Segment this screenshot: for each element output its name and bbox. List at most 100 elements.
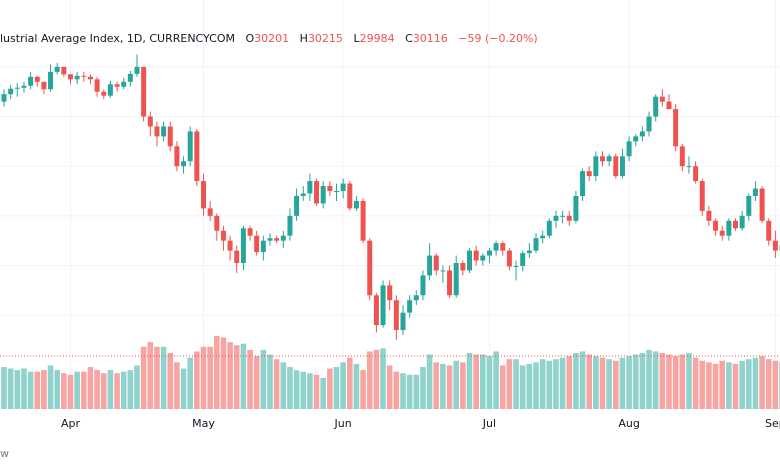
volume-bar: [586, 355, 592, 409]
volume-bar: [380, 348, 386, 409]
candle-body: [48, 72, 53, 89]
volume-bar: [600, 358, 606, 409]
candle: [88, 74, 93, 84]
volume-bar: [646, 350, 652, 409]
candle-body: [540, 236, 545, 238]
volume-bar: [114, 373, 120, 409]
candle-body: [593, 156, 598, 176]
volume-bar: [334, 367, 340, 409]
grid-layer: [0, 0, 780, 412]
volume-bar: [267, 355, 273, 409]
candle-body: [174, 146, 179, 166]
candle-body: [640, 131, 645, 136]
candle-body: [334, 191, 339, 192]
candle: [287, 208, 292, 240]
candle-body: [580, 171, 585, 196]
volume-bar: [241, 344, 247, 409]
candle-layer: [2, 54, 780, 339]
volume-bar: [221, 337, 227, 409]
candle: [115, 82, 120, 92]
volume-bar: [68, 375, 74, 409]
candle: [467, 248, 472, 273]
candle: [68, 74, 73, 84]
candle: [181, 156, 186, 173]
candle-body: [168, 126, 173, 146]
candle-body: [354, 201, 359, 208]
volume-bar: [527, 364, 533, 409]
candle-body: [21, 86, 26, 88]
candle-body: [553, 216, 558, 221]
candle-body: [487, 251, 492, 256]
ohlc-open: O30201: [238, 32, 289, 45]
volume-bar: [746, 359, 752, 409]
candle-body: [427, 256, 432, 276]
volume-bar: [699, 361, 705, 409]
candle-body: [287, 216, 292, 236]
candle-body: [647, 117, 652, 132]
candle: [720, 226, 725, 241]
candle-body: [35, 77, 40, 82]
candle: [341, 179, 346, 199]
candle: [61, 67, 66, 77]
candle-body: [294, 196, 299, 216]
candle: [141, 67, 146, 122]
candle-body: [274, 238, 279, 240]
candle-body: [55, 67, 60, 72]
candle: [414, 290, 419, 305]
volume-bar: [580, 351, 586, 409]
volume-bar: [94, 370, 100, 409]
candle: [673, 104, 678, 151]
volume-bar: [407, 375, 413, 409]
candle-body: [507, 251, 512, 267]
candle: [95, 77, 100, 97]
x-tick-label: Jul: [482, 417, 496, 430]
candle: [746, 194, 751, 221]
candle-body: [773, 241, 778, 251]
candle-body: [327, 186, 332, 191]
volume-bar: [520, 365, 526, 409]
volume-bar: [620, 358, 626, 409]
volume-bar: [487, 356, 493, 409]
candle: [693, 161, 698, 183]
candle-body: [394, 300, 399, 330]
candle: [301, 186, 306, 201]
footer-link[interactable]: w: [0, 447, 9, 460]
volume-bar: [194, 351, 200, 409]
candle-body: [115, 84, 120, 86]
volume-bar: [21, 369, 27, 409]
candle: [620, 149, 625, 179]
candle: [593, 151, 598, 181]
candle: [347, 181, 352, 211]
volume-bar: [493, 351, 499, 409]
candle-body: [367, 241, 372, 296]
candle-body: [653, 97, 658, 117]
volume-bar: [15, 370, 21, 409]
candle: [434, 253, 439, 275]
candle-body: [2, 94, 7, 101]
volume-bar: [753, 358, 759, 409]
volume-bar: [374, 350, 380, 409]
candle: [168, 122, 173, 152]
candle: [474, 246, 479, 266]
x-tick-label: Aug: [618, 417, 639, 430]
candle: [740, 211, 745, 231]
price-change: −59 (−0.20%): [451, 32, 537, 45]
candle-body: [434, 256, 439, 271]
candle: [733, 218, 738, 230]
candle: [48, 64, 53, 91]
candle-body: [135, 67, 140, 74]
candle-body: [460, 263, 465, 270]
volume-bar: [394, 372, 400, 409]
candle-body: [587, 171, 592, 176]
candle: [680, 144, 685, 171]
candle: [567, 211, 572, 226]
candle-body: [454, 263, 459, 295]
candle-body: [8, 89, 13, 94]
candle: [234, 246, 239, 273]
candle: [553, 211, 558, 228]
volume-bar: [613, 361, 619, 409]
candle: [487, 248, 492, 263]
candle: [633, 134, 638, 146]
candle-body: [726, 221, 731, 236]
